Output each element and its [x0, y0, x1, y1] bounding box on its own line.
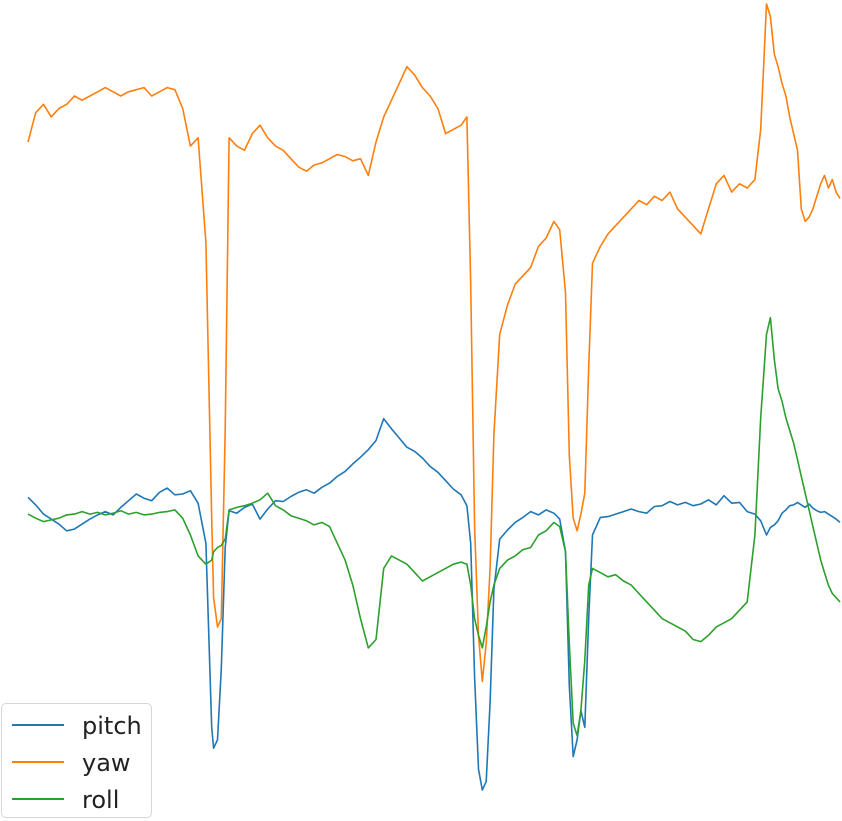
legend-entry-pitch: pitch	[2, 711, 153, 741]
legend: pitch yaw roll	[1, 703, 152, 818]
legend-entry-roll: roll	[2, 785, 153, 815]
series-layer	[27, 3, 841, 791]
legend-swatch-yaw	[12, 761, 64, 763]
legend-label-pitch: pitch	[82, 712, 142, 740]
legend-swatch-pitch	[12, 724, 64, 726]
legend-entry-yaw: yaw	[2, 748, 153, 778]
series-line-pitch	[27, 417, 841, 791]
series-line-yaw	[27, 3, 841, 683]
series-line-roll	[27, 316, 841, 737]
legend-label-roll: roll	[82, 786, 120, 814]
legend-swatch-roll	[12, 798, 64, 800]
legend-label-yaw: yaw	[82, 749, 131, 777]
